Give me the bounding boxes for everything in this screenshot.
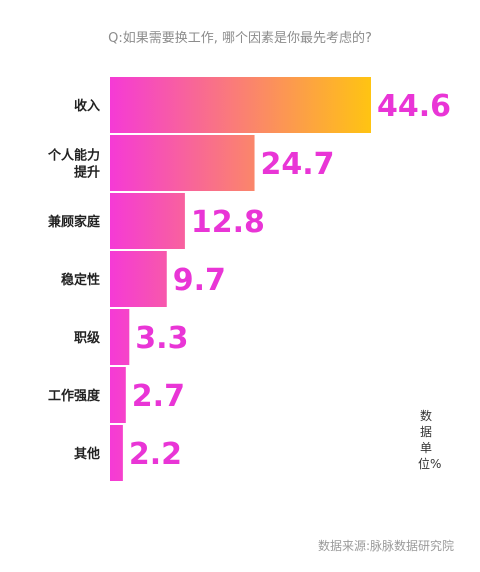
value-label-6: 2.2 bbox=[129, 437, 182, 472]
category-label-1: 个人能力提升 bbox=[47, 148, 100, 181]
category-label-line: 提升 bbox=[74, 165, 100, 181]
bar-1 bbox=[110, 135, 255, 191]
category-label-line: 工作强度 bbox=[48, 388, 101, 404]
bar-5 bbox=[110, 367, 126, 423]
bar-2 bbox=[110, 193, 185, 249]
category-label-line: 稳定性 bbox=[61, 272, 100, 288]
value-label-4: 3.3 bbox=[135, 321, 188, 356]
category-label-line: 职级 bbox=[74, 330, 101, 346]
category-label-3: 稳定性 bbox=[61, 272, 100, 288]
value-labels-group: 44.6 24.7 12.8 9.7 3.3 2.7 2.2 bbox=[129, 89, 451, 472]
bar-4 bbox=[110, 309, 130, 365]
category-label-line: 个人能力 bbox=[47, 148, 100, 164]
category-label-4: 职级 bbox=[74, 330, 101, 346]
value-label-1: 24.7 bbox=[261, 147, 335, 182]
question-title: Q:如果需要换工作, 哪个因素是你最先考虑的? bbox=[108, 31, 372, 46]
category-label-line: 收入 bbox=[74, 98, 100, 114]
category-label-line: 其他 bbox=[74, 446, 100, 462]
bar-0 bbox=[110, 77, 371, 133]
unit-label: 数据单位% bbox=[418, 409, 442, 471]
category-label-line: 兼顾家庭 bbox=[48, 214, 101, 230]
bar-6 bbox=[110, 425, 123, 481]
value-label-3: 9.7 bbox=[173, 263, 226, 298]
bar-3 bbox=[110, 251, 167, 307]
value-label-5: 2.7 bbox=[132, 379, 185, 414]
value-label-0: 44.6 bbox=[377, 89, 451, 124]
value-label-2: 12.8 bbox=[191, 205, 265, 240]
bars-group bbox=[110, 77, 371, 481]
category-label-5: 工作强度 bbox=[48, 388, 101, 404]
category-label-0: 收入 bbox=[74, 98, 100, 114]
category-label-6: 其他 bbox=[74, 446, 100, 462]
source-note: 数据来源:脉脉数据研究院 bbox=[317, 539, 454, 553]
category-label-2: 兼顾家庭 bbox=[48, 214, 101, 230]
